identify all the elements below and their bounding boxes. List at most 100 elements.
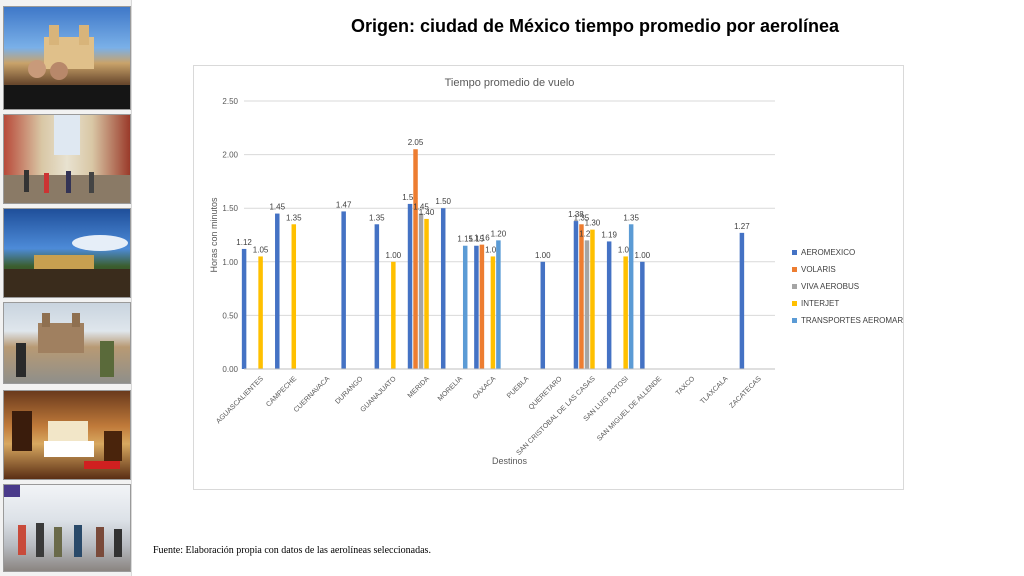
legend-label: VIVA AEROBUS <box>801 282 859 291</box>
y-tick-label: 1.00 <box>222 258 238 267</box>
bar-aeromexico <box>440 208 446 369</box>
data-label: 1.54 <box>402 193 418 202</box>
hotel-room-photo <box>3 390 131 480</box>
data-label: 1.20 <box>579 229 595 238</box>
bar-aeromexico <box>739 232 745 369</box>
x-tick-label: CAMPECHE <box>265 375 298 408</box>
legend-swatch <box>792 301 797 306</box>
bar-interjet <box>490 256 496 369</box>
legend-label: AEROMEXICO <box>801 248 855 257</box>
bar-aeromexico <box>640 261 645 369</box>
cathedral-couple-photo <box>3 6 131 110</box>
legend-label: TRANSPORTES AEROMAR <box>801 316 903 325</box>
y-tick-label: 0.00 <box>222 365 238 374</box>
bar-transportes-aeromar <box>462 245 468 369</box>
terrace-night-graphic <box>4 235 130 297</box>
data-label: 1.15 <box>469 235 485 244</box>
page-title: Origen: ciudad de México tiempo promedio… <box>350 16 840 36</box>
bar-interjet <box>391 261 396 369</box>
data-label: 1.30 <box>585 219 601 228</box>
bar-aeromexico <box>407 203 413 369</box>
data-label: 1.35 <box>574 213 590 222</box>
church-plaza-photo <box>3 302 131 384</box>
legend-swatch <box>792 250 797 255</box>
mall-crowd-graphic <box>4 485 122 557</box>
data-label: 1.20 <box>491 229 507 238</box>
bar-viva-aerobus <box>418 213 424 369</box>
data-label: 1.19 <box>601 230 617 239</box>
y-tick-label: 1.50 <box>222 204 238 213</box>
mall-crowd-photo <box>3 484 131 572</box>
legend-swatch <box>792 284 797 289</box>
x-tick-label: TLAXCALA <box>699 375 729 405</box>
bar-interjet <box>291 224 297 369</box>
data-label: 1.35 <box>369 213 385 222</box>
x-tick-label: SAN MIGUEL DE ALLENDE <box>596 375 663 442</box>
bar-aeromexico <box>474 245 479 369</box>
data-label: 1.00 <box>635 251 651 260</box>
bar-interjet <box>424 218 429 369</box>
data-label: 1.05 <box>253 245 269 254</box>
legend-swatch <box>792 318 797 323</box>
source-footnote: Fuente: Elaboración propia con datos de … <box>153 545 431 556</box>
legend-label: INTERJET <box>801 299 839 308</box>
x-tick-label: ZACATECAS <box>729 375 764 410</box>
chart-title: Tiempo promedio de vuelo <box>445 77 575 89</box>
bar-aeromexico <box>241 248 247 369</box>
legend-swatch <box>792 267 797 272</box>
bar-interjet <box>258 256 263 369</box>
data-label: 1.12 <box>236 238 252 247</box>
bar-aeromexico <box>606 241 612 369</box>
x-tick-label: QUERETARO <box>528 375 564 411</box>
colonial-street-photo <box>3 114 131 204</box>
photo-sidebar <box>0 0 132 576</box>
data-label: 1.45 <box>269 203 285 212</box>
y-tick-label: 0.50 <box>222 311 238 320</box>
data-label: 1.27 <box>734 222 750 231</box>
bar-interjet <box>590 229 595 369</box>
church-plaza-graphic <box>16 313 114 377</box>
cathedral-couple-graphic <box>4 25 130 109</box>
bar-volaris <box>479 244 485 369</box>
data-label: 1.35 <box>623 213 639 222</box>
x-axis-label: Destinos <box>492 456 528 466</box>
bar-aeromexico <box>275 213 280 369</box>
data-label: 1.35 <box>286 213 302 222</box>
bar-volaris <box>413 149 418 369</box>
data-label: 1.16 <box>474 234 490 243</box>
data-label: 1.47 <box>336 200 352 209</box>
data-label: 1.00 <box>535 251 551 260</box>
bar-volaris <box>579 224 584 369</box>
bar-interjet <box>623 256 628 369</box>
x-tick-label: CUERNAVACA <box>293 375 332 414</box>
bar-aeromexico <box>374 224 380 369</box>
y-tick-label: 2.50 <box>222 97 238 106</box>
bar-aeromexico <box>540 261 546 369</box>
x-tick-label: MERIDA <box>407 375 431 399</box>
x-tick-label: DURANGO <box>334 375 365 406</box>
data-label: 1.45 <box>413 203 429 212</box>
colonial-street-graphic <box>4 115 130 203</box>
bar-aeromexico <box>341 211 346 369</box>
x-tick-label: PUEBLA <box>506 375 531 400</box>
data-label: 1.05 <box>485 245 501 254</box>
y-tick-label: 2.00 <box>222 151 238 160</box>
data-label: 1.00 <box>386 251 402 260</box>
data-label: 1.15 <box>457 235 473 244</box>
terrace-night-photo <box>3 208 131 298</box>
y-axis-label: Horas con minutos <box>209 197 219 273</box>
x-tick-label: GUANAJUATO <box>359 375 398 414</box>
bar-aeromexico <box>573 221 579 369</box>
x-tick-label: OAXACA <box>472 375 498 401</box>
data-label: 2.05 <box>408 138 424 147</box>
bar-transportes-aeromar <box>496 240 501 369</box>
data-label: 1.38 <box>568 210 584 219</box>
x-tick-label: MORELIA <box>437 375 464 402</box>
data-label: 1.05 <box>618 245 634 254</box>
chart-svg: Tiempo promedio de vuelo 0.00 0.50 1.00 1.50… <box>209 77 903 466</box>
chart-container: Tiempo promedio de vuelo 0.00 0.50 1.00 1.50… <box>193 65 904 490</box>
bar-viva-aerobus <box>584 240 590 369</box>
hotel-room-graphic <box>12 411 122 469</box>
data-label: 1.40 <box>419 208 435 217</box>
bar-transportes-aeromar <box>628 224 634 369</box>
